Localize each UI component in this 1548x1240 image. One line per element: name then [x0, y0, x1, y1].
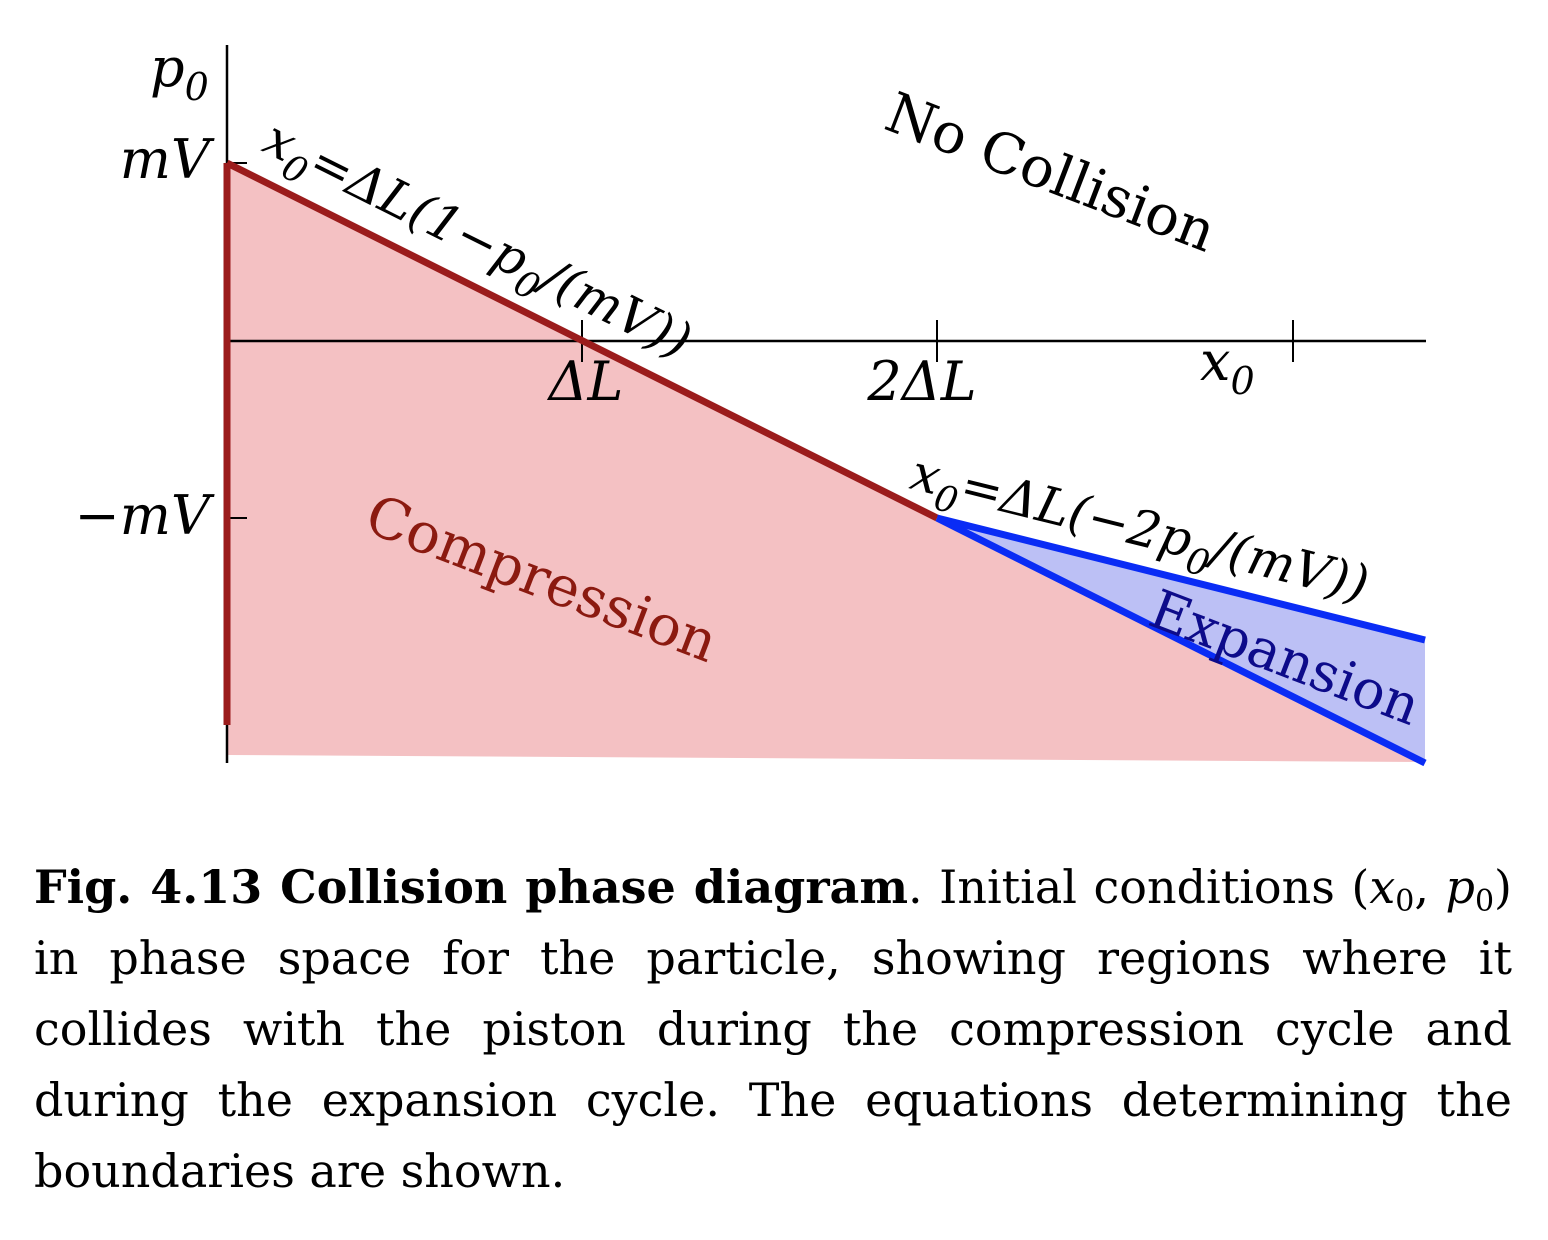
x-axis-label: x0: [1200, 330, 1255, 403]
caption-x-var: x: [1369, 860, 1396, 914]
caption-text-end: ) in phase space for the particle, show­…: [34, 860, 1512, 1198]
y-tick-label-bottom: −mV: [75, 484, 215, 547]
y-axis-label: p0: [150, 36, 209, 109]
caption-text-start: . Initial con­ditions (: [908, 860, 1370, 914]
caption-x-sub: 0: [1395, 884, 1415, 919]
caption-comma: ,: [1414, 860, 1446, 914]
figure-caption: Fig. 4.13 Collision phase diagram. Initi…: [34, 852, 1512, 1207]
caption-p-sub: 0: [1474, 884, 1495, 919]
x-tick-label-2: 2ΔL: [866, 350, 976, 413]
collision-phase-diagram: p0 x0 mV −mV ΔL 2ΔL No Collision Compres…: [75, 36, 1429, 767]
caption-p-var: p: [1445, 860, 1475, 914]
no-collision-label: No Collision: [877, 80, 1224, 265]
compression-upper-boundary: [225, 159, 939, 522]
x-tick-label-1: ΔL: [547, 350, 624, 413]
expansion-lower-boundary: [935, 514, 1427, 767]
y-tick-label-top: mV: [120, 128, 215, 191]
expansion-upper-boundary: [936, 514, 1426, 644]
caption-label: Fig. 4.13 Collision phase diagram: [34, 860, 909, 914]
